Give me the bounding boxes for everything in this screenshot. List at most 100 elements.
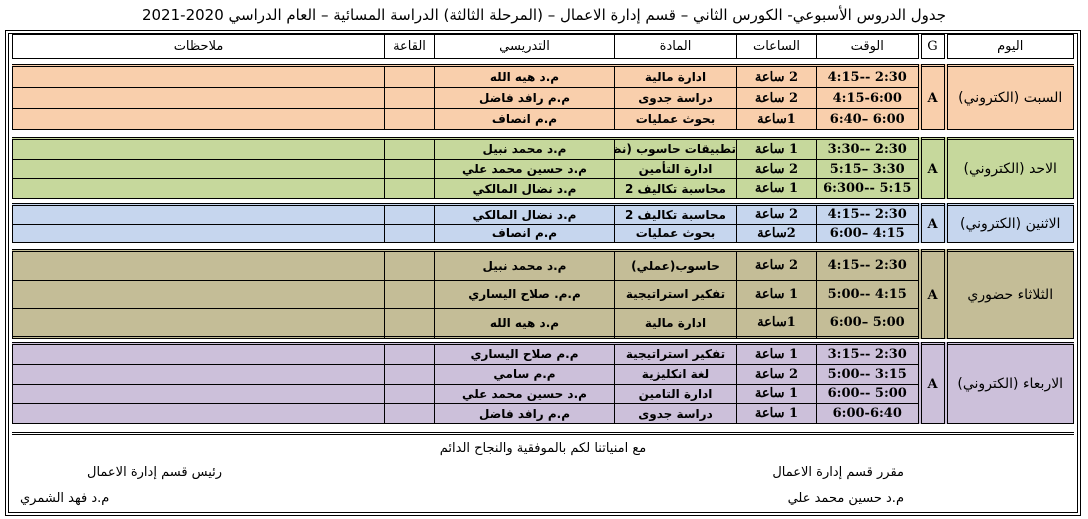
hours-cell: 1 ساعة: [736, 383, 817, 405]
table-row: 6:00-6:40 1 ساعة دراسة جدوى م.م رافد فاضل: [12, 403, 1074, 424]
group: A: [917, 65, 946, 130]
table-row: 5:15 --6:300 1 ساعة محاسبة تكاليف 2 م.د نضا…: [12, 178, 1074, 199]
day-block: الاثنين (الكتروني) A 2:30 --4:15 2 ساعة محاس…: [12, 203, 1074, 244]
notes-cell: [12, 363, 385, 385]
table-row: 4:15 --5:00 1 ساعة تفكير استراتيجية م.م. صل…: [12, 279, 1074, 310]
page-title: جدول الدروس الأسبوعي- الكورس الثاني – قس…: [141, 6, 947, 24]
header-teacher: التدريسي: [434, 34, 615, 59]
day-name: الاحد (الكتروني): [943, 138, 1074, 199]
subject-cell: محاسبة تكاليف 2: [614, 178, 737, 199]
head-name: م.د فهد الشمري: [20, 491, 110, 506]
subject-cell: [614, 336, 737, 339]
hall-cell: [384, 403, 435, 424]
hours-cell: 1 ساعة: [736, 343, 817, 365]
hall-cell: [384, 204, 435, 225]
hall-cell: [384, 178, 435, 199]
footer: مع امنياتنا لكم بالموفقية والنجاح الدائم…: [12, 432, 1074, 511]
time-cell: 3:30 –5:15: [816, 158, 920, 180]
header-day: اليوم: [943, 34, 1074, 59]
teacher-cell: م.د محمد نبيل: [434, 250, 615, 281]
notes-cell: [12, 158, 385, 180]
header-group: G: [917, 34, 946, 59]
table-row: الاثنين (الكتروني) A 2:30 --4:15 2 ساعة محاس…: [12, 204, 1074, 243]
teacher-cell: م.د محمد نبيل: [434, 138, 615, 160]
time-cell: 5:00 –6:00: [816, 308, 920, 338]
group: A: [917, 250, 946, 339]
subject-cell: بحوث عمليات: [614, 223, 737, 244]
time-cell: 5:15 --6:300: [816, 178, 920, 199]
table-row: الاحد (الكتروني) A 2:30 --3:30 1 ساعة تطبيقا…: [12, 138, 1074, 199]
hours-cell: 1ساعة: [736, 108, 817, 130]
subject-cell: محاسبة تكاليف 2: [614, 204, 737, 225]
teacher-cell: م.م. صلاح اليساري: [434, 279, 615, 310]
hall-cell: [384, 308, 435, 338]
hours-cell: 1ساعة: [736, 308, 817, 338]
time-cell: 2:30 --4:15: [816, 250, 920, 281]
subject-cell: ادارة التامين: [614, 383, 737, 405]
table-row: 4:15 –6:00 2ساعة بحوث عمليات م.م انصاف: [12, 223, 1074, 244]
hours-cell: 2 ساعة: [736, 363, 817, 385]
table-row: [12, 336, 1074, 339]
day-block: الثلاثاء حضوري A 2:30 --4:15 2 ساعة حاسوب(عم…: [12, 249, 1074, 339]
hall-cell: [384, 138, 435, 160]
table-row: الاربعاء (الكتروني) A 2:30 --3:15 1 ساعة تفك…: [12, 343, 1074, 424]
time-cell: 4:15 –6:00: [816, 223, 920, 244]
head-title: رئيس قسم إدارة الاعمال: [87, 465, 223, 480]
subject-cell: ادارة مالية: [614, 64, 737, 89]
table-row: 3:15 --5:00 2 ساعة لغة انكليزية م.م سامي: [12, 363, 1074, 385]
table-row: 3:30 –5:15 2 ساعة ادارة التأمين م.د حسين مح…: [12, 158, 1074, 180]
teacher-cell: م.م سامي: [434, 363, 615, 385]
notes-cell: [12, 383, 385, 405]
day-block: الاربعاء (الكتروني) A 2:30 --3:15 1 ساعة تفك…: [12, 342, 1074, 424]
day-name: السبت (الكتروني): [943, 65, 1074, 130]
notes-cell: [12, 223, 385, 244]
time-cell: 5:00 --6:00: [816, 383, 920, 405]
hours-cell: [736, 336, 817, 339]
teacher-cell: م.د نضال المالكي: [434, 178, 615, 199]
hours-cell: 1 ساعة: [736, 178, 817, 199]
group: A: [917, 204, 946, 243]
header-row: اليوم G الوقت الساعات المادة التدريسي ال…: [12, 34, 1074, 59]
header-time: الوقت: [816, 34, 920, 59]
schedule-frame: اليوم G الوقت الساعات المادة التدريسي ال…: [5, 30, 1081, 516]
table-row: الثلاثاء حضوري A 2:30 --4:15 2 ساعة حاسوب(عم…: [12, 250, 1074, 339]
notes-cell: [12, 343, 385, 365]
time-cell: 4:15-6:00: [816, 87, 920, 110]
header-notes: ملاحظات: [12, 34, 385, 59]
subject-cell: دراسة جدوى: [614, 87, 737, 110]
subject-cell: بحوث عمليات: [614, 108, 737, 130]
hours-cell: 2 ساعة: [736, 64, 817, 89]
time-cell: 3:15 --5:00: [816, 363, 920, 385]
time-cell: 4:15 --5:00: [816, 279, 920, 310]
subject-cell: تفكير استراتيجية: [614, 279, 737, 310]
hall-cell: [384, 223, 435, 244]
teacher-cell: م.م صلاح اليساري: [434, 343, 615, 365]
time-cell: 2:30 --3:15: [816, 343, 920, 365]
hours-cell: 2 ساعة: [736, 250, 817, 281]
subject-cell: تفكير استراتيجية: [614, 343, 737, 365]
header-subject: المادة: [614, 34, 737, 59]
time-cell: 2:30 --4:15: [816, 64, 920, 89]
subject-cell: دراسة جدوى: [614, 403, 737, 424]
notes-cell: [12, 178, 385, 199]
subject-cell: تطبيقات حاسوب (نظري): [614, 138, 737, 160]
notes-cell: [12, 138, 385, 160]
time-cell: 6:00-6:40: [816, 403, 920, 424]
day-name: الاثنين (الكتروني): [943, 204, 1074, 243]
subject-cell: لغة انكليزية: [614, 363, 737, 385]
hall-cell: [384, 383, 435, 405]
rapporteur-title: مقرر قسم إدارة الاعمال: [772, 465, 904, 480]
table-row: 5:00 –6:00 1ساعة ادارة مالية م.د هيه الله: [12, 308, 1074, 338]
time-cell: 2:30 --4:15: [816, 204, 920, 225]
subject-cell: ادارة التأمين: [614, 158, 737, 180]
hours-cell: 2 ساعة: [736, 158, 817, 180]
header-hall: القاعة: [384, 34, 435, 59]
group: A: [917, 343, 946, 424]
teacher-cell: م.م رافد فاضل: [434, 403, 615, 424]
hall-cell: [384, 64, 435, 89]
teacher-cell: م.م انصاف: [434, 223, 615, 244]
teacher-cell: م.د حسين محمد علي: [434, 383, 615, 405]
notes-cell: [12, 336, 385, 339]
notes-cell: [12, 308, 385, 338]
time-cell: [816, 336, 920, 339]
